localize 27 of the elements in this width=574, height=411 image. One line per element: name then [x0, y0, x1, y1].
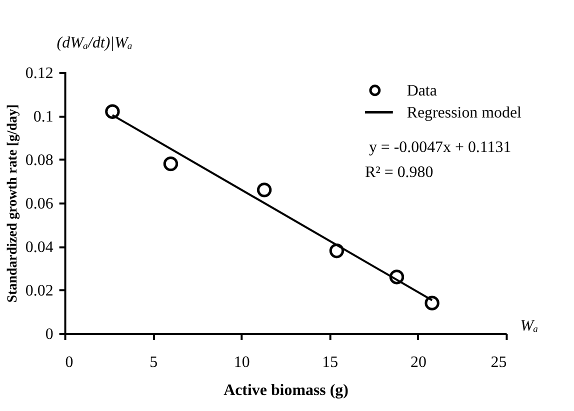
point: [163, 156, 178, 172]
x-tick-label: 0: [65, 354, 74, 371]
point: [424, 296, 440, 310]
text: Wₐ: [520, 318, 538, 335]
point: [329, 244, 344, 258]
y-tick-label: 0.02: [25, 282, 54, 300]
point: [389, 270, 404, 284]
annotation: y = -0.0047x + 0.1131: [368, 139, 512, 156]
legend-label: Data: [406, 82, 437, 100]
legend-label: Regression model: [406, 104, 522, 122]
y-tick-label: 0.06: [25, 195, 54, 212]
x-tick-label: 15: [322, 354, 338, 371]
annotation: R² = 0.980: [364, 164, 434, 182]
y-tick-label: 0.12: [25, 64, 54, 82]
text: (dWₐ/dt)|Wₐ: [56, 34, 133, 52]
point: [105, 104, 120, 119]
x-tick-label: 5: [150, 354, 158, 371]
y-axis-title: Standardized growth rate [g/day]: [5, 104, 20, 303]
x-tick-label: 10: [234, 354, 250, 371]
x-axis-title: Active biomass (g): [224, 382, 348, 399]
x-tick-label: 20: [410, 354, 426, 371]
y-tick-label: 0.08: [25, 152, 54, 169]
point: [256, 182, 272, 198]
x-tick-label: 25: [490, 354, 507, 371]
y-tick-label: 0: [45, 326, 54, 344]
y-tick-label: 0.1: [33, 108, 54, 126]
y-tick-label: 0.04: [25, 238, 54, 256]
